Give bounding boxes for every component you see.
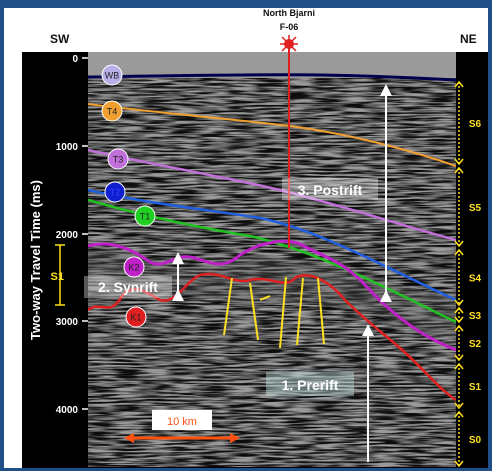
fault-line: [296, 277, 304, 346]
horizon-badge-k2: K2: [123, 256, 145, 278]
sequence-label: S4: [469, 274, 482, 285]
horizon-badge-t1: T1: [134, 205, 156, 227]
sequence-bracket-bottom-arrow-icon: [454, 299, 464, 307]
sequence-bracket-bottom-arrow-icon: [454, 402, 464, 410]
horizon-k1: [88, 272, 456, 402]
horizon-badge-t4: T4: [101, 100, 123, 122]
sequence-s3: S3: [454, 306, 482, 324]
horizon-badge-circle: [104, 181, 126, 203]
prerift-label-bg: [266, 372, 354, 396]
sequence-bracket-bottom-arrow-icon: [454, 460, 464, 468]
sequence-s5: S5: [454, 166, 482, 248]
sequence-s4: S4: [454, 248, 482, 307]
sequence-label: S2: [469, 339, 482, 350]
scale-bar-box: [152, 410, 212, 430]
sequence-bracket-bottom-arrow-icon: [454, 316, 464, 324]
y-axis-label: Two-way Travel Time (ms): [28, 180, 43, 340]
horizon-badge-circle: [101, 64, 123, 86]
sequence-bracket-top-arrow-icon: [454, 80, 464, 88]
sequence-bracket-bottom-arrow-icon: [454, 354, 464, 362]
fault-line: [223, 277, 233, 336]
y-tick-label: 3000: [56, 317, 79, 328]
horizon-badge-t2: T2: [104, 181, 126, 203]
horizon-badge-label: WB: [105, 71, 120, 81]
fault-line: [279, 276, 287, 349]
sequence-bracket-bottom-arrow-icon: [454, 240, 464, 248]
sequence-bracket-top-arrow-icon: [454, 306, 464, 314]
scale-bar-left-arrow-icon: [124, 433, 134, 443]
sequence-brackets: S6 S5 S4 S3 S2 S1 S0: [454, 80, 482, 468]
sequence-s0: S0: [454, 410, 482, 468]
horizon-badge-t3: T3: [107, 148, 129, 170]
prerift-label: 1. Prerift: [282, 377, 339, 393]
horizon-badge-wb: WB: [101, 64, 123, 86]
sequence-bracket-top-arrow-icon: [454, 362, 464, 370]
horizon-badge-label: T2: [110, 188, 121, 198]
fault-line: [317, 277, 325, 345]
horizon-t3: [88, 148, 456, 242]
direction-right: NE: [460, 32, 477, 46]
sequence-s2: S2: [454, 324, 482, 362]
y-axis-ticks: 0 1000 2000 3000 4000: [56, 54, 88, 416]
y-tick-label: 0: [72, 54, 78, 65]
fault-line: [249, 282, 259, 341]
horizon-badge-label: T4: [107, 107, 118, 117]
horizon-badge-label: K2: [128, 263, 139, 273]
direction-left: SW: [50, 32, 70, 46]
horizon-badge-k1: K1: [125, 306, 147, 328]
synrift-label: 2. Synrift: [98, 279, 158, 295]
horizon-badge-label: T1: [140, 212, 151, 222]
horizon-badge-circle: [134, 205, 156, 227]
postrift-label: 3. Postrift: [298, 182, 363, 198]
sequence-s6: S6: [454, 80, 482, 166]
sequence-s1: S1: [454, 362, 482, 410]
sequence-label: S6: [469, 119, 482, 130]
y-tick-label: 2000: [56, 230, 79, 241]
horizon-badge-circle: [107, 148, 129, 170]
seismic-reflections: [88, 52, 456, 467]
y-tick-label: 1000: [56, 142, 79, 153]
horizon-t2: [88, 188, 456, 302]
left-sequence-label: S1: [51, 271, 64, 283]
left-sequence-bracket: S1: [51, 244, 65, 306]
y-tick-label: 4000: [56, 405, 79, 416]
scale-bar-right-arrow-icon: [230, 433, 240, 443]
well-name: North Bjarni: [263, 8, 315, 18]
scale-bar-label: 10 km: [167, 416, 197, 428]
horizon-badge-label: T3: [113, 155, 124, 165]
well-symbol-icon: [280, 35, 298, 53]
sequence-label: S0: [469, 435, 482, 446]
horizon-badge-label: K1: [130, 313, 141, 323]
sequence-bracket-top-arrow-icon: [454, 166, 464, 174]
horizon-badge-circle: [125, 306, 147, 328]
horizon-badges: WB T4 T3 T2 T1 K2 K1: [101, 64, 156, 328]
seismic-section: [88, 52, 456, 467]
sequence-bracket-bottom-arrow-icon: [454, 158, 464, 166]
sequence-label: S3: [469, 311, 482, 322]
well-id: F-06: [280, 22, 299, 32]
horizon-k2: [88, 239, 456, 352]
sequence-bracket-top-arrow-icon: [454, 410, 464, 418]
postrift-label-bg: [282, 178, 378, 200]
horizon-wb: [88, 73, 456, 82]
sequence-label: S1: [469, 382, 482, 393]
sequence-bracket-top-arrow-icon: [454, 248, 464, 256]
horizon-badge-circle: [123, 256, 145, 278]
fault-line: [259, 295, 271, 301]
sequence-label: S5: [469, 203, 482, 214]
horizon-badge-circle: [101, 100, 123, 122]
sequence-bracket-top-arrow-icon: [454, 324, 464, 332]
synrift-label-bg: [84, 276, 172, 298]
